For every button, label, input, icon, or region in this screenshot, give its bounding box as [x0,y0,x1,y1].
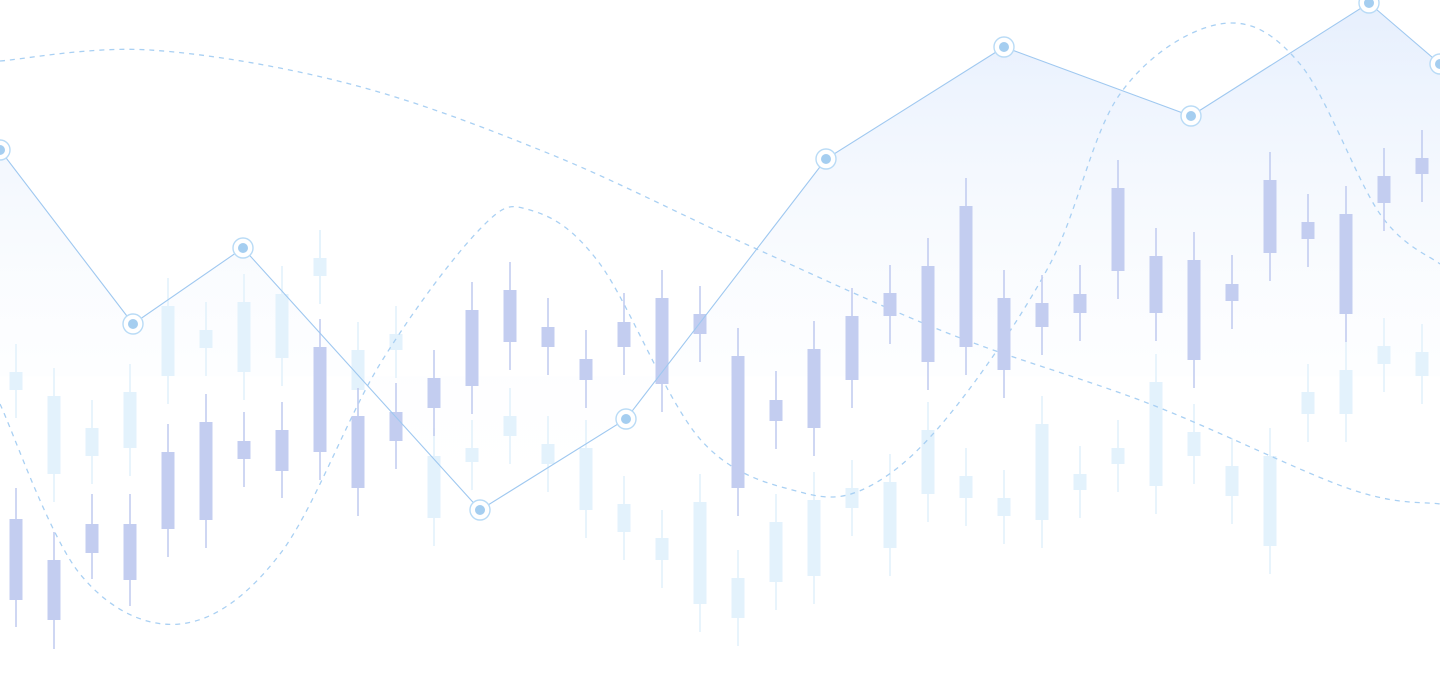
primary-candle-body-0 [9,519,23,600]
dashed-curve-b [0,22,1440,626]
primary-candle-body-22 [845,316,859,380]
primary-candle-body-35 [1339,214,1353,314]
secondary-candle-body-14 [541,444,555,464]
primary-candle-body-3 [123,524,137,580]
primary-candle-body-7 [275,430,289,471]
primary-candle-body-23 [883,293,897,316]
secondary-candle-body-11 [427,456,441,518]
secondary-candle-body-12 [465,448,479,462]
primary-candle-body-6 [237,441,251,459]
primary-candle-body-10 [389,412,403,441]
primary-candle-body-37 [1415,158,1429,174]
primary-candle-body-13 [503,290,517,342]
primary-candle-body-11 [427,378,441,408]
primary-candle-body-15 [579,359,593,380]
primary-candle-body-19 [731,356,745,488]
primary-candle-body-34 [1301,222,1315,239]
primary-candle-body-9 [351,416,365,488]
secondary-candle-body-15 [579,448,593,510]
secondary-candle-body-3 [123,392,137,448]
primary-candle-body-28 [1073,294,1087,313]
primary-candle-body-30 [1149,256,1163,313]
secondary-candle-body-28 [1073,474,1087,490]
primary-candle-body-33 [1263,180,1277,253]
secondary-candles [9,230,1429,646]
primary-candle-body-21 [807,349,821,428]
primary-candle-body-26 [997,298,1011,370]
primary-candle-body-20 [769,400,783,421]
secondary-candle-body-22 [845,488,859,508]
secondary-candle-body-7 [275,294,289,358]
primary-candle-body-32 [1225,284,1239,301]
secondary-candle-body-20 [769,522,783,582]
line-series [0,2,1440,511]
secondary-candle-body-6 [237,302,251,372]
primary-candle-body-4 [161,452,175,529]
marker-dot-3 [475,505,485,515]
secondary-candle-body-35 [1339,370,1353,414]
primary-candle-body-27 [1035,303,1049,327]
secondary-candle-body-21 [807,500,821,576]
secondary-candle-body-24 [921,430,935,494]
secondary-candle-body-17 [655,538,669,560]
dashed-curves [0,22,1440,626]
primary-candle-body-5 [199,422,213,520]
secondary-candle-body-23 [883,482,897,548]
primary-candle-body-31 [1187,260,1201,360]
secondary-candle-body-2 [85,428,99,456]
secondary-candle-body-5 [199,330,213,348]
secondary-candle-body-13 [503,416,517,436]
secondary-candle-body-4 [161,306,175,376]
area-layer [0,3,1440,510]
marker-dot-1 [128,319,138,329]
secondary-candle-body-0 [9,372,23,390]
secondary-candle-body-33 [1263,456,1277,546]
secondary-candle-body-31 [1187,432,1201,456]
secondary-candle-body-25 [959,476,973,498]
marker-dot-5 [821,154,831,164]
primary-candles [9,130,1429,649]
line-markers [0,0,1440,521]
primary-candle-body-17 [655,298,669,384]
secondary-candle-body-38 [313,258,327,276]
secondary-candle-body-29 [1111,448,1125,464]
primary-candle-body-8 [313,347,327,452]
marker-dot-0 [0,145,5,155]
primary-candle-body-12 [465,310,479,386]
secondary-candle-body-1 [47,396,61,474]
primary-candle-body-1 [47,560,61,620]
price-line [0,2,1440,511]
marker-dot-9 [1435,59,1440,69]
secondary-candle-body-37 [1415,352,1429,376]
secondary-candle-body-34 [1301,392,1315,414]
marker-dot-7 [1186,111,1196,121]
primary-candle-body-36 [1377,176,1391,203]
secondary-candle-body-9 [351,350,365,390]
primary-candle-body-16 [617,322,631,347]
marker-dot-6 [999,42,1009,52]
line-area-fill [0,3,1440,510]
secondary-candle-body-16 [617,504,631,532]
secondary-candle-body-30 [1149,382,1163,486]
secondary-candle-body-27 [1035,424,1049,520]
secondary-candle-body-19 [731,578,745,618]
marker-dot-4 [621,414,631,424]
secondary-candle-body-10 [389,334,403,350]
secondary-candle-body-26 [997,498,1011,516]
primary-candle-body-2 [85,524,99,553]
secondary-candle-body-18 [693,502,707,604]
primary-candle-body-29 [1111,188,1125,271]
primary-candle-body-14 [541,327,555,347]
secondary-candle-body-36 [1377,346,1391,364]
primary-candle-body-24 [921,266,935,362]
secondary-candle-body-32 [1225,466,1239,496]
marker-dot-8 [1364,0,1374,8]
primary-candle-body-25 [959,206,973,347]
marker-dot-2 [238,243,248,253]
dashed-curve-a [0,48,1440,505]
